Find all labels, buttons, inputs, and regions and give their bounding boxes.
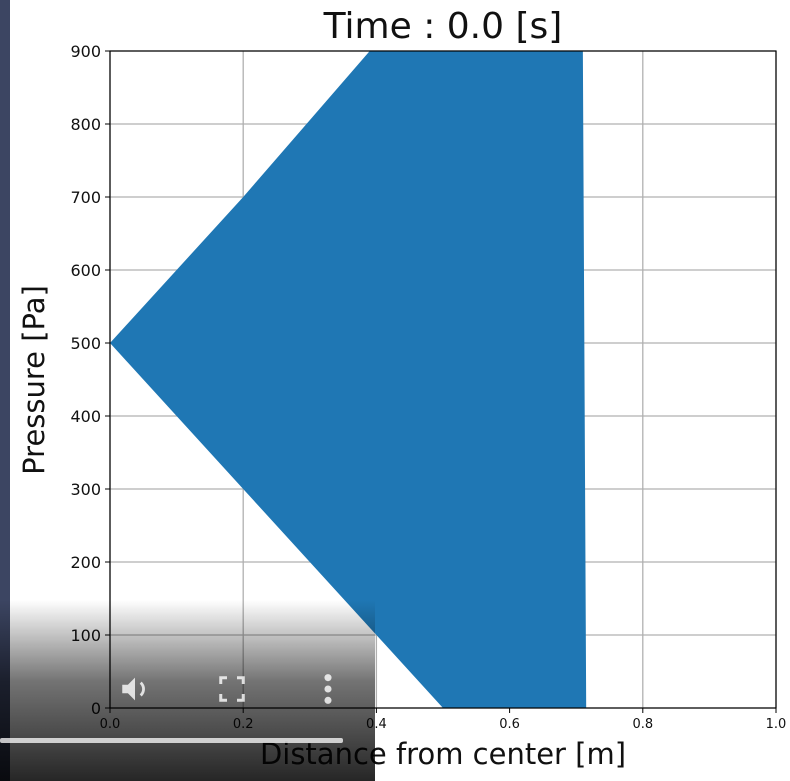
y-tick-label: 600 xyxy=(70,261,101,280)
y-axis-label: Pressure [Pa] xyxy=(17,285,51,475)
x-tick-label: 1.0 xyxy=(766,717,787,732)
x-tick-label: 0.6 xyxy=(499,717,520,732)
pressure-area xyxy=(110,51,587,708)
data-area xyxy=(110,51,587,708)
fullscreen-icon[interactable] xyxy=(217,674,247,708)
y-tick-label: 300 xyxy=(70,480,101,499)
y-tick-label: 800 xyxy=(70,115,101,134)
y-tick-label: 200 xyxy=(70,553,101,572)
window-edge xyxy=(0,0,10,781)
chart-title: Time : 0.0 [s] xyxy=(323,6,563,47)
y-tick-label: 500 xyxy=(70,334,101,353)
speaker-icon[interactable] xyxy=(118,672,152,710)
y-tick-label: 900 xyxy=(70,42,101,61)
more-vert-icon[interactable] xyxy=(318,672,338,710)
y-tick-label: 700 xyxy=(70,188,101,207)
progress-bar[interactable] xyxy=(0,738,343,743)
plot-frame xyxy=(109,50,777,709)
video-controls-overlay xyxy=(0,600,375,781)
y-tick-label: 400 xyxy=(70,407,101,426)
x-tick-label: 0.8 xyxy=(632,717,653,732)
